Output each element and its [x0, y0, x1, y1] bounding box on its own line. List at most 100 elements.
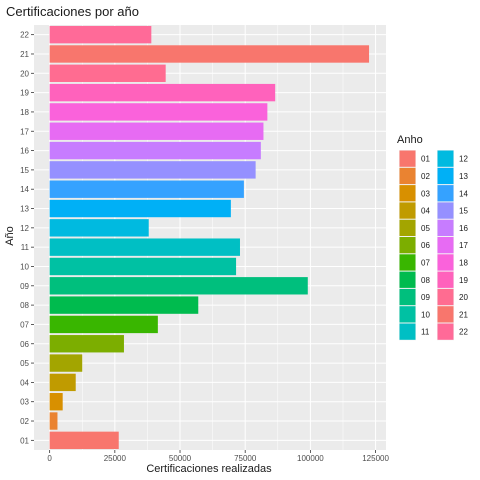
x-axis-title: Certificaciones realizadas [146, 463, 272, 475]
legend-label: 21 [459, 310, 468, 319]
legend-swatch-02 [399, 167, 416, 185]
legend-label: 16 [459, 224, 468, 233]
legend-swatch-12 [437, 150, 454, 167]
bar-13 [49, 199, 231, 218]
legend-swatch-22 [437, 323, 454, 340]
bars-group [49, 25, 370, 450]
legend-label: 10 [421, 310, 430, 319]
y-tick-label: 18 [20, 108, 29, 117]
x-tick-label: 75000 [234, 454, 257, 463]
legend-swatch-11 [399, 323, 416, 340]
legend-swatch-17 [437, 237, 454, 254]
y-tick-label: 06 [20, 340, 29, 349]
y-tick-label: 05 [20, 359, 29, 368]
legend-swatch-10 [399, 306, 416, 323]
y-tick-label: 03 [20, 398, 29, 407]
legend-label: 06 [421, 241, 430, 250]
y-tick-label: 20 [20, 69, 29, 78]
y-tick-label: 19 [20, 89, 29, 98]
legend-label: 07 [421, 258, 430, 267]
y-axis-title: Año [4, 226, 16, 246]
legend-label: 03 [421, 189, 430, 198]
bar-06 [49, 335, 124, 353]
bar-02 [49, 412, 58, 430]
y-tick-label: 07 [20, 320, 29, 329]
legend-label: 22 [459, 328, 468, 337]
legend-swatch-08 [399, 271, 416, 288]
legend-swatch-04 [399, 202, 416, 219]
y-tick-label: 11 [21, 243, 30, 252]
legend-label: 09 [421, 293, 430, 302]
legend-label: 17 [459, 241, 468, 250]
legend-label: 04 [421, 207, 430, 216]
y-tick-label: 16 [20, 147, 29, 156]
legend-swatch-01 [399, 150, 416, 167]
legend-items: 01 02 03 04 05 06 07 08 09 10 11 12 13 14 15 16 17 18 19 20… [399, 150, 468, 341]
x-axis: 0 25000 50000 75000 100000 125000 [47, 450, 389, 463]
legend-label: 18 [459, 258, 468, 267]
bar-18 [49, 103, 268, 121]
legend-label: 11 [421, 328, 430, 337]
legend-label: 14 [459, 189, 468, 198]
y-axis: 01 02 03 04 05 06 07 08 09 10 11 12 13 14 15 16 17 18 19 20… [20, 31, 34, 445]
legend-swatch-09 [399, 288, 416, 306]
legend-title: Anho [397, 134, 423, 146]
bar-04 [49, 373, 76, 392]
legend-label: 15 [459, 207, 468, 216]
x-tick-label: 125000 [362, 454, 389, 463]
bar-08 [49, 296, 199, 314]
legend: Anho 01 02 03 04 05 06 07 08 09 10 11 12 13 14 15 16 17 1… [397, 134, 468, 341]
bar-14 [49, 180, 244, 198]
chart-title: Certificaciones por año [6, 4, 139, 19]
legend-label: 12 [459, 155, 468, 164]
legend-label: 19 [459, 276, 468, 285]
bar-22 [49, 25, 152, 44]
legend-label: 02 [421, 172, 430, 181]
y-tick-label: 21 [20, 50, 29, 59]
bar-09 [49, 277, 308, 295]
bar-10 [49, 257, 237, 276]
y-tick-label: 01 [20, 436, 29, 445]
legend-swatch-03 [399, 185, 416, 202]
legend-label: 13 [459, 172, 468, 181]
legend-swatch-18 [437, 254, 454, 271]
x-tick-label: 0 [47, 454, 52, 463]
legend-swatch-15 [437, 202, 454, 219]
legend-label: 01 [421, 155, 430, 164]
y-tick-label: 13 [20, 205, 29, 214]
y-tick-label: 04 [20, 378, 29, 387]
y-tick-label: 14 [20, 185, 29, 194]
bar-16 [49, 141, 261, 160]
x-tick-label: 50000 [169, 454, 192, 463]
bar-21 [49, 45, 370, 63]
x-tick-label: 25000 [104, 454, 127, 463]
legend-label: 08 [421, 276, 430, 285]
legend-swatch-07 [399, 254, 416, 271]
bar-01 [49, 431, 119, 450]
legend-swatch-16 [437, 219, 454, 236]
y-tick-label: 10 [20, 262, 29, 271]
legend-swatch-19 [437, 271, 454, 288]
legend-label: 05 [421, 224, 430, 233]
legend-swatch-13 [437, 167, 454, 185]
y-tick-label: 02 [20, 417, 29, 426]
bar-19 [49, 83, 276, 102]
y-tick-label: 12 [20, 224, 29, 233]
y-tick-label: 08 [20, 301, 29, 310]
y-tick-label: 17 [20, 127, 29, 136]
legend-swatch-20 [437, 288, 454, 306]
bar-15 [49, 161, 256, 179]
bar-17 [49, 122, 264, 140]
legend-label: 20 [459, 293, 468, 302]
legend-swatch-14 [437, 185, 454, 202]
bar-03 [49, 393, 63, 411]
y-tick-label: 09 [20, 282, 29, 291]
legend-swatch-21 [437, 306, 454, 323]
y-tick-label: 22 [20, 31, 29, 40]
bar-12 [49, 219, 149, 237]
bar-11 [49, 238, 240, 256]
bar-05 [49, 354, 83, 372]
y-tick-label: 15 [20, 166, 29, 175]
bar-07 [49, 315, 158, 334]
